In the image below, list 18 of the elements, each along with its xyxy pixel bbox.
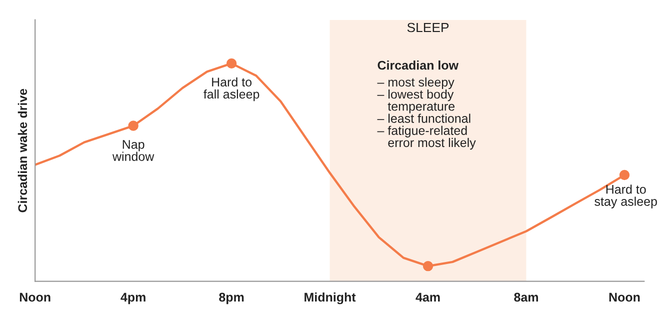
point <box>226 58 237 69</box>
annotation: Nap window <box>112 140 154 161</box>
point <box>422 261 434 272</box>
x-tick-label: Noon <box>609 292 640 302</box>
x-tick-label: 4am <box>416 292 440 302</box>
annotation: Hard to fall asleep <box>204 77 260 102</box>
point <box>128 120 138 131</box>
y-axis-title: Circadian wake drive <box>18 88 28 212</box>
annotation: – most sleepy – lowest body temperature – least functional – fatigue-related error most likely <box>377 77 476 150</box>
x-tick-label: Midnight <box>304 292 356 304</box>
x-tick-label: 8pm <box>219 292 244 304</box>
annotation: Hard to stay asleep <box>594 184 657 208</box>
x-tick-label: 8am <box>514 292 538 302</box>
band-label: SLEEP <box>407 22 449 32</box>
x-tick-label: Noon <box>20 292 50 302</box>
x-tick-label: 4pm <box>120 292 146 304</box>
point <box>619 170 630 180</box>
annotation: Circadian low <box>378 60 459 70</box>
